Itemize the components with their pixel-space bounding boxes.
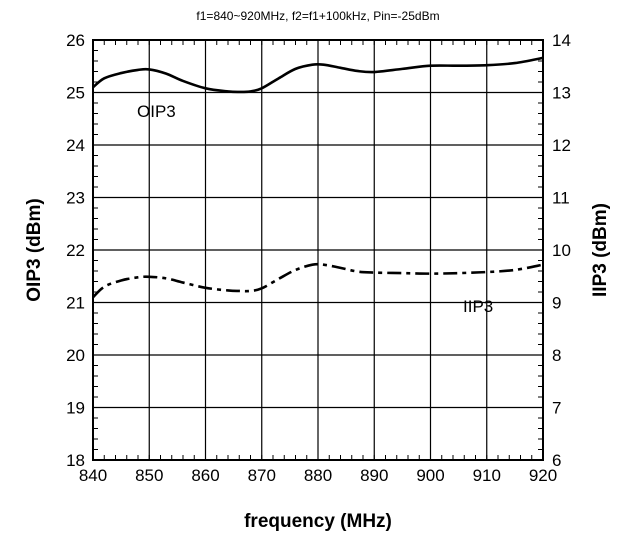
y-left-tick-labels: 18 19 20 21 22 23 24 25 26 (66, 31, 85, 470)
x-tick-label: 890 (360, 466, 388, 485)
y-right-tick-label: 9 (552, 294, 561, 313)
y-left-tick-label: 20 (66, 346, 85, 365)
y-left-tick-label: 26 (66, 31, 85, 50)
x-tick-label: 880 (304, 466, 332, 485)
y-right-tick-label: 14 (552, 31, 571, 50)
oip3-series-line (92, 56, 544, 94)
iip3-series-label: IIP3 (463, 297, 493, 316)
x-axis-title: frequency (MHz) (244, 511, 392, 532)
y-right-tick-label: 11 (552, 189, 570, 208)
y-left-axis-title: OIP3 (dBm) (24, 198, 45, 301)
y-left-tick-label: 25 (66, 84, 85, 103)
x-tick-label: 850 (135, 466, 163, 485)
y-left-tick-label: 24 (66, 136, 85, 155)
y-right-tick-label: 7 (552, 399, 561, 418)
y-right-tick-label: 12 (552, 136, 571, 155)
y-right-axis-title: IIP3 (dBm) (590, 203, 611, 297)
plot-frame (92, 39, 544, 461)
x-tick-label: 870 (248, 466, 276, 485)
y-left-tick-label: 19 (66, 399, 85, 418)
grid (93, 40, 543, 460)
y-left-tick-label: 18 (66, 451, 85, 470)
iip3-series-line (92, 262, 544, 299)
x-tick-label: 920 (529, 466, 557, 485)
series-layer (92, 56, 544, 299)
x-tick-labels: 840 850 860 870 880 890 900 910 920 (79, 466, 557, 485)
y-right-tick-label: 8 (552, 346, 561, 365)
x-tick-label: 910 (473, 466, 501, 485)
y-left-tick-label: 23 (66, 189, 85, 208)
oip3-series-label: OIP3 (137, 102, 176, 121)
y-left-tick-label: 22 (66, 241, 85, 260)
x-tick-label: 860 (191, 466, 219, 485)
y-right-tick-label: 13 (552, 84, 571, 103)
x-tick-label: 840 (79, 466, 107, 485)
x-tick-label: 900 (416, 466, 444, 485)
y-right-tick-label: 10 (552, 241, 571, 260)
y-right-tick-label: 6 (552, 451, 561, 470)
y-right-tick-labels: 6 7 8 9 10 11 12 13 14 (552, 31, 571, 470)
chart-title: f1=840~920MHz, f2=f1+100kHz, Pin=-25dBm (196, 9, 439, 23)
y-left-tick-label: 21 (66, 294, 85, 313)
